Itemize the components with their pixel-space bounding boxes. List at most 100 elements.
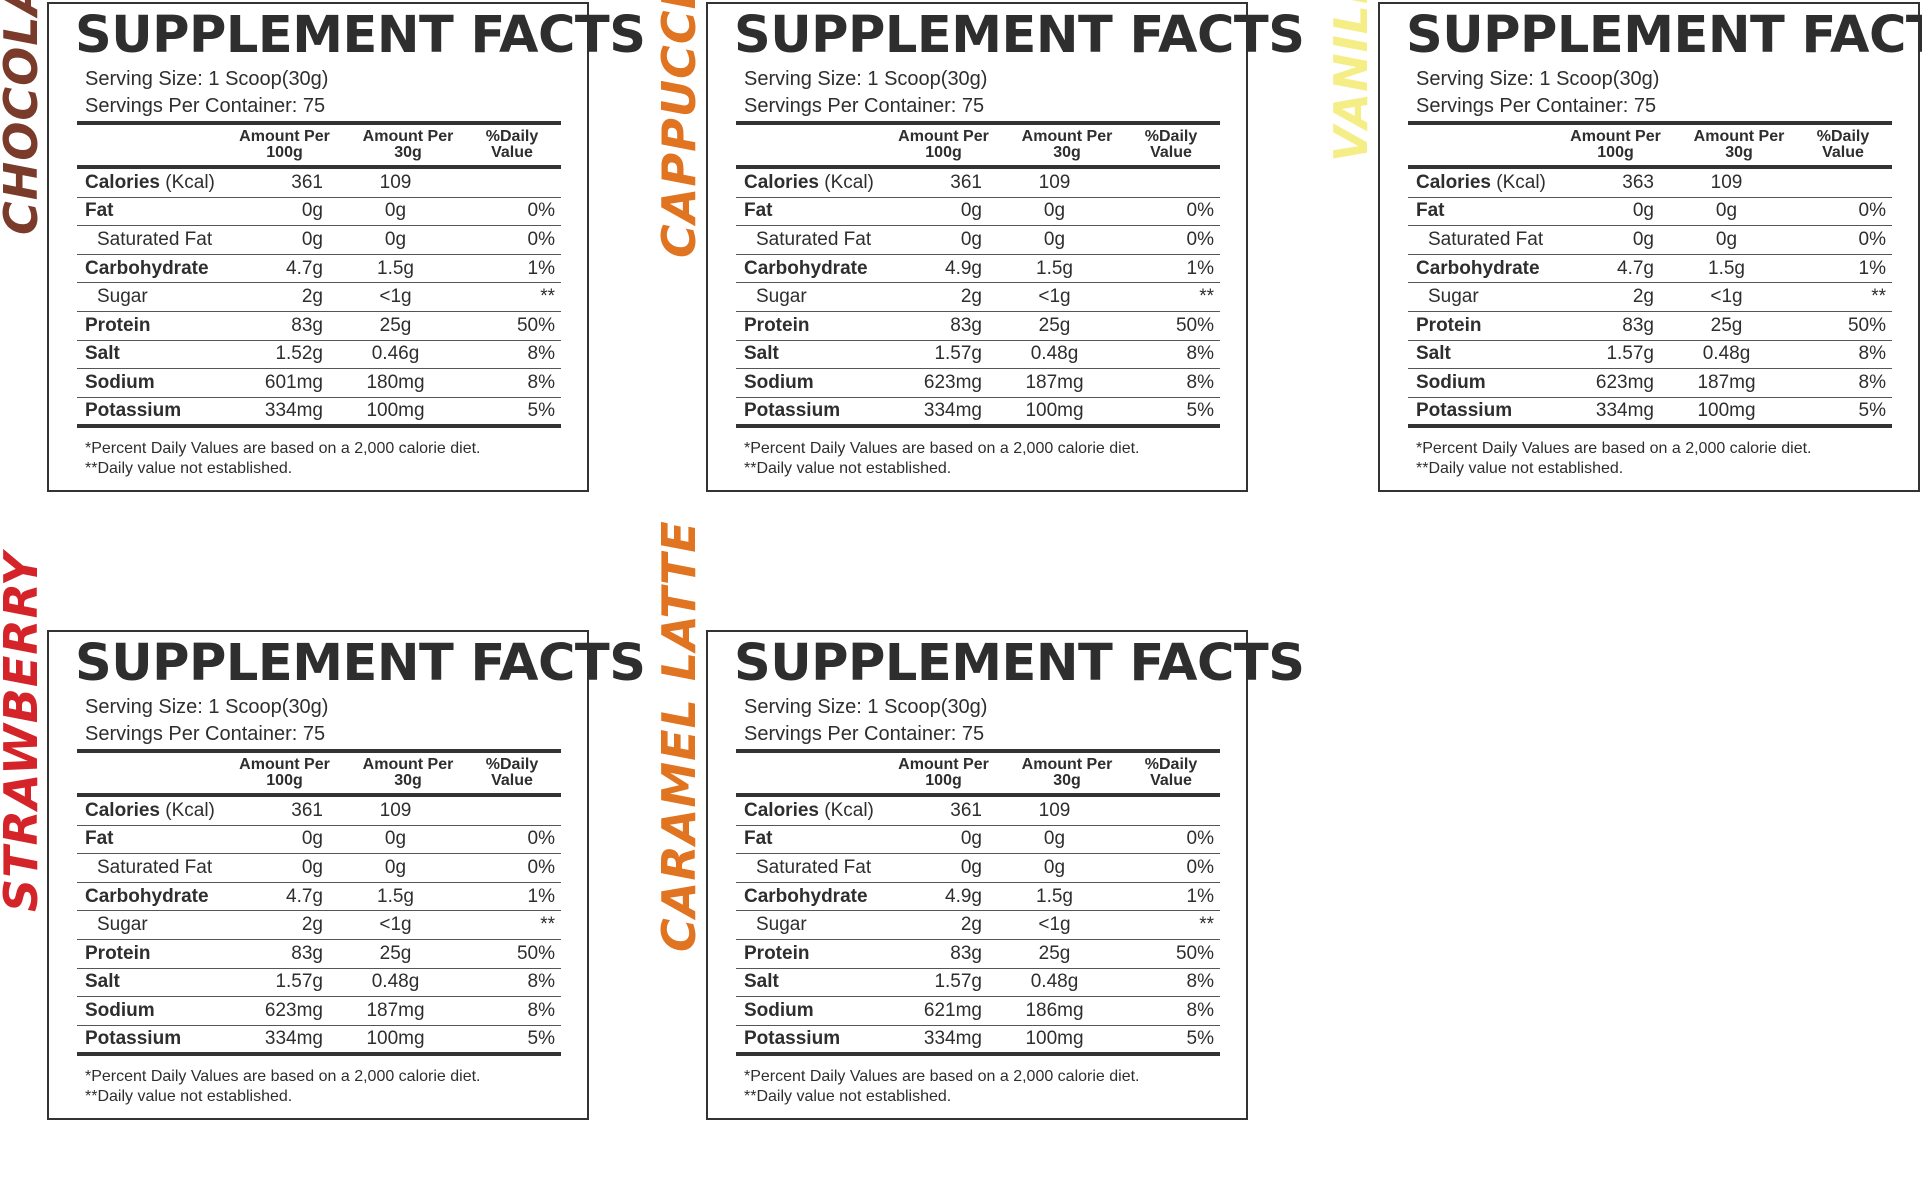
nutrient-name: Sugar xyxy=(736,286,904,308)
amount-per-100g: 2g xyxy=(960,914,982,936)
nutrient-label: Sodium xyxy=(1416,371,1486,393)
row-fat: Fat 0g 0g 0% xyxy=(77,198,561,227)
amount-per-100g: 0g xyxy=(301,228,323,250)
row-sugar: Sugar 2g <1g ** xyxy=(77,283,561,312)
nutrient-name: Sugar xyxy=(1408,286,1576,308)
amount-per-30g: 0.46g xyxy=(371,343,420,365)
nutrient-label: Fat xyxy=(85,828,114,850)
row-potassium: Potassium 334mg 100mg 5% xyxy=(736,1026,1220,1056)
nutrient-name: Salt xyxy=(77,971,245,993)
row-carbohydrate: Carbohydrate 4.9g 1.5g 1% xyxy=(736,255,1220,284)
amount-per-30g: 0g xyxy=(384,228,407,250)
nutrient-label: Carbohydrate xyxy=(1416,257,1540,279)
nutrient-name: Sugar xyxy=(736,914,904,936)
footnotes: *Percent Daily Values are based on a 2,0… xyxy=(1416,439,1812,479)
amount-per-100g: 1.57g xyxy=(934,971,982,993)
row-calories: Calories (Kcal) 361 109 xyxy=(736,169,1220,198)
panel-title: SUPPLEMENT FACTS xyxy=(734,6,1305,65)
amount-per-30g: 0g xyxy=(1043,200,1066,222)
row-carbohydrate: Carbohydrate 4.9g 1.5g 1% xyxy=(736,883,1220,912)
amount-per-30g: <1g xyxy=(379,914,412,936)
nutrient-label: Saturated Fat xyxy=(756,856,872,878)
nutrient-label: Protein xyxy=(1416,314,1482,336)
nutrient-name: Carbohydrate xyxy=(736,258,904,280)
facts-rows: Calories (Kcal) 363 109 Fat 0g 0g 0% Saturated … xyxy=(1408,169,1892,428)
amount-per-100g: 0g xyxy=(960,828,982,850)
row-protein: Protein 83g 25g 50% xyxy=(736,312,1220,341)
servings-per-container: Servings Per Container: 75 xyxy=(744,95,985,117)
nutrient-name: Fat xyxy=(77,828,245,850)
header-amount-per-30g: Amount Per 30g xyxy=(1021,128,1113,161)
nutrient-name: Salt xyxy=(736,971,904,993)
nutrient-name: Fat xyxy=(736,200,904,222)
nutrient-name: Potassium xyxy=(736,1028,904,1050)
nutrient-name: Protein xyxy=(1408,315,1576,337)
footnote-daily-values: *Percent Daily Values are based on a 2,0… xyxy=(1416,440,1812,457)
nutrient-label: Sodium xyxy=(85,999,155,1021)
nutrient-name: Saturated Fat xyxy=(1408,229,1576,251)
nutrient-name: Protein xyxy=(77,943,245,965)
nutrient-name: Potassium xyxy=(1408,400,1576,422)
nutrient-label: Carbohydrate xyxy=(85,885,209,907)
nutrient-name: Sodium xyxy=(77,1000,245,1022)
flavor-label-caramel-latte: CARAMEL LATTE xyxy=(652,520,706,952)
row-fat: Fat 0g 0g 0% xyxy=(1408,198,1892,227)
facts-table: Amount Per 100g Amount Per 30g %Daily Va… xyxy=(1408,121,1892,428)
row-fat: Fat 0g 0g 0% xyxy=(736,826,1220,855)
daily-value: 0% xyxy=(527,828,555,850)
nutrient-label: Sugar xyxy=(97,914,148,936)
amount-per-100g: 83g xyxy=(291,314,323,336)
row-potassium: Potassium 334mg 100mg 5% xyxy=(736,398,1220,428)
serving-info: Serving Size: 1 Scoop(30g) Servings Per … xyxy=(744,66,987,120)
daily-value: 8% xyxy=(1186,971,1214,993)
nutrient-name: Sodium xyxy=(736,1000,904,1022)
nutrient-label: Potassium xyxy=(744,1027,841,1049)
nutrient-name: Calories (Kcal) xyxy=(736,800,904,822)
facts-table: Amount Per 100g Amount Per 30g %Daily Va… xyxy=(736,121,1220,428)
facts-rows: Calories (Kcal) 361 109 Fat 0g 0g 0% Saturated … xyxy=(736,169,1220,428)
amount-per-30g: 100mg xyxy=(366,399,425,421)
footnote-daily-values: *Percent Daily Values are based on a 2,0… xyxy=(85,440,481,457)
amount-per-30g: <1g xyxy=(1710,286,1743,308)
nutrient-label: Fat xyxy=(85,200,114,222)
nutrient-name: Potassium xyxy=(736,400,904,422)
row-sodium: Sodium 623mg 187mg 8% xyxy=(736,369,1220,398)
row-protein: Protein 83g 25g 50% xyxy=(1408,312,1892,341)
amount-per-30g: <1g xyxy=(1038,914,1071,936)
flavor-label-chocolate: CHOCOLATE xyxy=(0,0,48,235)
nutrient-name: Protein xyxy=(736,943,904,965)
daily-value: 1% xyxy=(1186,885,1214,907)
daily-value: ** xyxy=(540,286,555,308)
daily-value: 8% xyxy=(527,343,555,365)
nutrient-label: Fat xyxy=(1416,200,1445,222)
amount-per-100g: 0g xyxy=(301,200,323,222)
row-sodium: Sodium 601mg 180mg 8% xyxy=(77,369,561,398)
amount-per-100g: 4.7g xyxy=(286,257,323,279)
amount-per-100g: 2g xyxy=(301,286,323,308)
nutrient-name: Calories (Kcal) xyxy=(77,800,245,822)
nutrient-label: Salt xyxy=(1416,343,1451,365)
nutrient-name: Salt xyxy=(1408,343,1576,365)
amount-per-100g: 0g xyxy=(1632,228,1654,250)
amount-per-30g: 109 xyxy=(379,799,412,821)
amount-per-30g: 0g xyxy=(384,856,407,878)
row-protein: Protein 83g 25g 50% xyxy=(77,312,561,341)
daily-value: 8% xyxy=(1858,343,1886,365)
nutrient-label: Calories xyxy=(85,171,160,193)
amount-per-100g: 4.9g xyxy=(945,885,982,907)
footnote-not-established: **Daily value not established. xyxy=(744,1088,952,1105)
amount-per-30g: 1.5g xyxy=(1708,257,1745,279)
footnotes: *Percent Daily Values are based on a 2,0… xyxy=(85,439,481,479)
amount-per-30g: 100mg xyxy=(1025,399,1084,421)
nutrient-label: Calories xyxy=(744,799,819,821)
footnotes: *Percent Daily Values are based on a 2,0… xyxy=(744,1067,1140,1107)
header-daily-value: %Daily Value xyxy=(1144,756,1198,789)
nutrient-label: Calories xyxy=(744,171,819,193)
header-amount-per-100g: Amount Per 100g xyxy=(239,756,330,789)
row-calories: Calories (Kcal) 361 109 xyxy=(77,797,561,826)
amount-per-30g: 180mg xyxy=(366,371,425,393)
amount-per-30g: 25g xyxy=(379,314,412,336)
nutrient-label: Calories xyxy=(85,799,160,821)
nutrient-name: Fat xyxy=(77,200,245,222)
row-calories: Calories (Kcal) 361 109 xyxy=(77,169,561,198)
